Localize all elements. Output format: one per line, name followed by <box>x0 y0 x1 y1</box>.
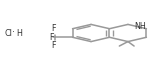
Text: NH: NH <box>134 22 146 31</box>
Text: F: F <box>51 24 56 33</box>
Text: F: F <box>49 33 53 42</box>
Text: H: H <box>16 29 22 37</box>
Text: Cl: Cl <box>4 29 12 37</box>
Text: F: F <box>51 41 56 50</box>
Text: ·: · <box>12 29 15 37</box>
